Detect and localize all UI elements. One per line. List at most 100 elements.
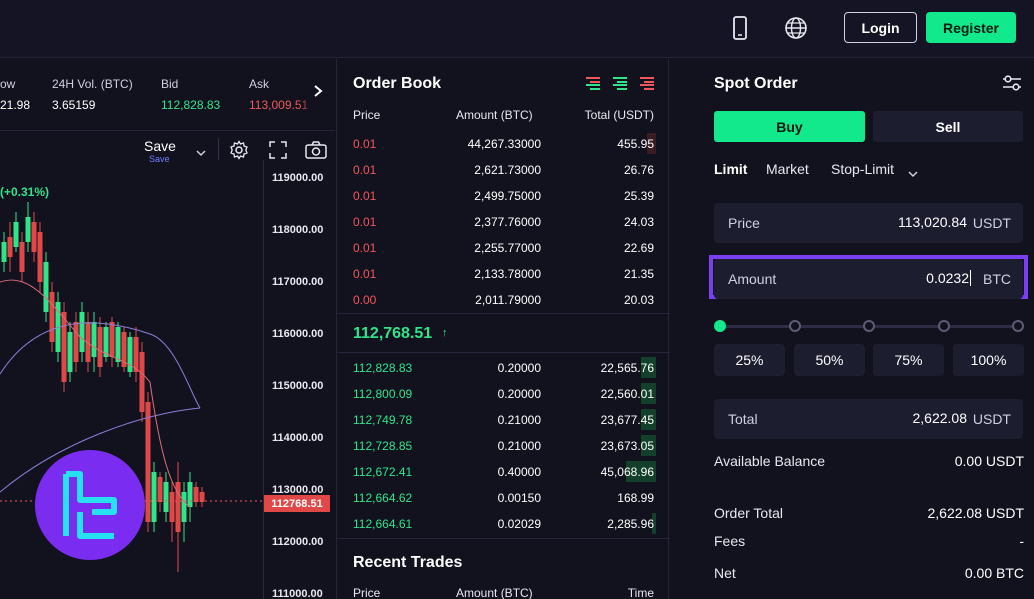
available-balance-label: Available Balance [714, 453, 826, 469]
ask-row[interactable]: 0.01 2,377.76000 24.03 [337, 209, 670, 235]
ask-row[interactable]: 0.01 2,621.73000 26.76 [337, 157, 670, 183]
row-price: 0.01 [353, 163, 377, 177]
pct-50-button[interactable]: 50% [794, 344, 865, 376]
ask-row[interactable]: 0.00 2,011.79000 20.03 [337, 287, 670, 313]
net-value: 0.00 BTC [964, 565, 1024, 581]
row-amount: 2,133.78000 [474, 267, 541, 281]
order-book-panel: Order Book Price Amount (BTC) Total (USD… [336, 59, 670, 599]
candle-body [145, 402, 151, 522]
slider-step-25[interactable] [789, 320, 801, 332]
pct-75-button[interactable]: 75% [873, 344, 944, 376]
total-field-value[interactable]: 2,622.08 [912, 410, 968, 426]
amount-field[interactable]: Amount 0.0232 BTC [714, 259, 1023, 299]
recent-trades-title: Recent Trades [353, 554, 463, 571]
book-bids-icon[interactable] [613, 76, 627, 90]
camera-icon[interactable] [305, 141, 327, 164]
ticker-label: 24H Vol. (BTC) [52, 77, 133, 91]
row-price: 0.00 [353, 293, 377, 307]
sell-tab-button[interactable]: Sell [873, 111, 1023, 142]
tab-market[interactable]: Market [766, 161, 809, 177]
globe-icon[interactable] [781, 13, 811, 43]
bid-row[interactable]: 112,672.41 0.40000 45,068.96 [337, 459, 670, 485]
login-button[interactable]: Login [844, 12, 917, 43]
amount-field-label: Amount [728, 271, 777, 287]
candle-body [187, 482, 193, 507]
asks-list: 0.01 44,267.33000 455.95 0.01 2,621.73000 26.… [337, 131, 670, 313]
row-total: 26.76 [623, 163, 654, 177]
bid-row[interactable]: 112,664.61 0.02029 2,285.96 [337, 511, 670, 537]
candle-body [169, 492, 175, 522]
bid-row[interactable]: 112,728.85 0.21000 23,673.05 [337, 433, 670, 459]
candle-body [181, 492, 187, 522]
candle-body [49, 292, 55, 342]
gear-icon[interactable] [229, 140, 249, 165]
ticker-bar: ow 21.98 24H Vol. (BTC) 3.65159 Bid 112,… [0, 59, 335, 131]
candle-body [199, 492, 205, 502]
price-tick-label: 112000.00 [272, 536, 324, 548]
candle-body [163, 482, 169, 512]
row-price: 112,828.83 [353, 361, 413, 375]
pct-100-button[interactable]: 100% [953, 344, 1024, 376]
ticker-label: ow [0, 77, 16, 91]
order-book-title: Order Book [353, 75, 442, 92]
candle-body [55, 302, 61, 352]
chart-save-button[interactable]: Save [144, 138, 176, 154]
book-both-icon[interactable] [586, 76, 600, 90]
chevron-down-icon[interactable] [908, 165, 918, 183]
ask-row[interactable]: 0.01 2,255.77000 22.69 [337, 235, 670, 261]
sliders-settings-icon[interactable] [1002, 74, 1022, 97]
recent-col-price: Price [353, 586, 381, 599]
row-total: 455.95 [617, 137, 654, 151]
ticker-scroll-right-icon[interactable] [300, 71, 335, 111]
total-field[interactable]: Total 2,622.08 USDT [714, 399, 1023, 439]
slider-step-50[interactable] [863, 320, 875, 332]
candle-body [175, 482, 181, 532]
amount-slider-handle[interactable] [714, 320, 726, 332]
depth-bar [652, 513, 656, 534]
row-total: 45,068.96 [600, 465, 654, 479]
candle-body [109, 322, 115, 357]
fullscreen-icon[interactable] [269, 141, 287, 164]
row-amount: 0.40000 [497, 465, 541, 479]
row-amount: 2,499.75000 [474, 189, 541, 203]
price-field[interactable]: Price 113,020.84 USDT [714, 203, 1023, 243]
ask-row[interactable]: 0.01 44,267.33000 455.95 [337, 131, 670, 157]
row-price: 112,749.78 [353, 413, 413, 427]
mobile-icon[interactable] [725, 13, 755, 43]
buy-tab-button[interactable]: Buy [714, 111, 865, 142]
tab-stop-limit[interactable]: Stop-Limit [831, 161, 895, 177]
ask-row[interactable]: 0.01 2,499.75000 25.39 [337, 183, 670, 209]
row-amount: 0.00150 [497, 491, 541, 505]
chevron-down-icon[interactable] [196, 144, 206, 162]
price-chart[interactable]: Save Save (+0.31%) [0, 132, 335, 599]
slider-step-100[interactable] [1012, 320, 1024, 332]
divider [337, 313, 670, 314]
ask-row[interactable]: 0.01 2,133.78000 21.35 [337, 261, 670, 287]
row-amount: 44,267.33000 [467, 137, 541, 151]
book-asks-icon[interactable] [640, 76, 654, 90]
register-button[interactable]: Register [926, 12, 1016, 43]
bid-row[interactable]: 112,800.09 0.20000 22,560.01 [337, 381, 670, 407]
row-price: 0.01 [353, 189, 377, 203]
candle-body [97, 327, 103, 367]
row-price: 112,664.61 [353, 517, 413, 531]
row-total: 22,565.76 [600, 361, 654, 375]
bid-row[interactable]: 112,664.62 0.00150 168.99 [337, 485, 670, 511]
candle-body [157, 477, 163, 502]
candle-body [1, 242, 7, 262]
fees-value: - [1019, 533, 1024, 549]
row-amount: 2,621.73000 [474, 163, 541, 177]
col-header-amount: Amount (BTC) [456, 108, 533, 122]
chart-save-sub: Save [149, 154, 170, 164]
row-price: 112,664.62 [353, 491, 413, 505]
pct-25-button[interactable]: 25% [714, 344, 785, 376]
slider-step-75[interactable] [938, 320, 950, 332]
amount-field-value[interactable]: 0.0232 [926, 270, 971, 286]
price-field-value[interactable]: 113,020.84 [897, 214, 967, 230]
candlestick-plot [0, 202, 263, 572]
spot-order-panel: Spot Order Buy Sell Limit Market Stop-Li… [670, 59, 1034, 599]
bid-row[interactable]: 112,749.78 0.21000 23,677.45 [337, 407, 670, 433]
bid-row[interactable]: 112,828.83 0.20000 22,565.76 [337, 355, 670, 381]
tab-limit[interactable]: Limit [714, 161, 748, 177]
row-price: 0.01 [353, 137, 377, 151]
